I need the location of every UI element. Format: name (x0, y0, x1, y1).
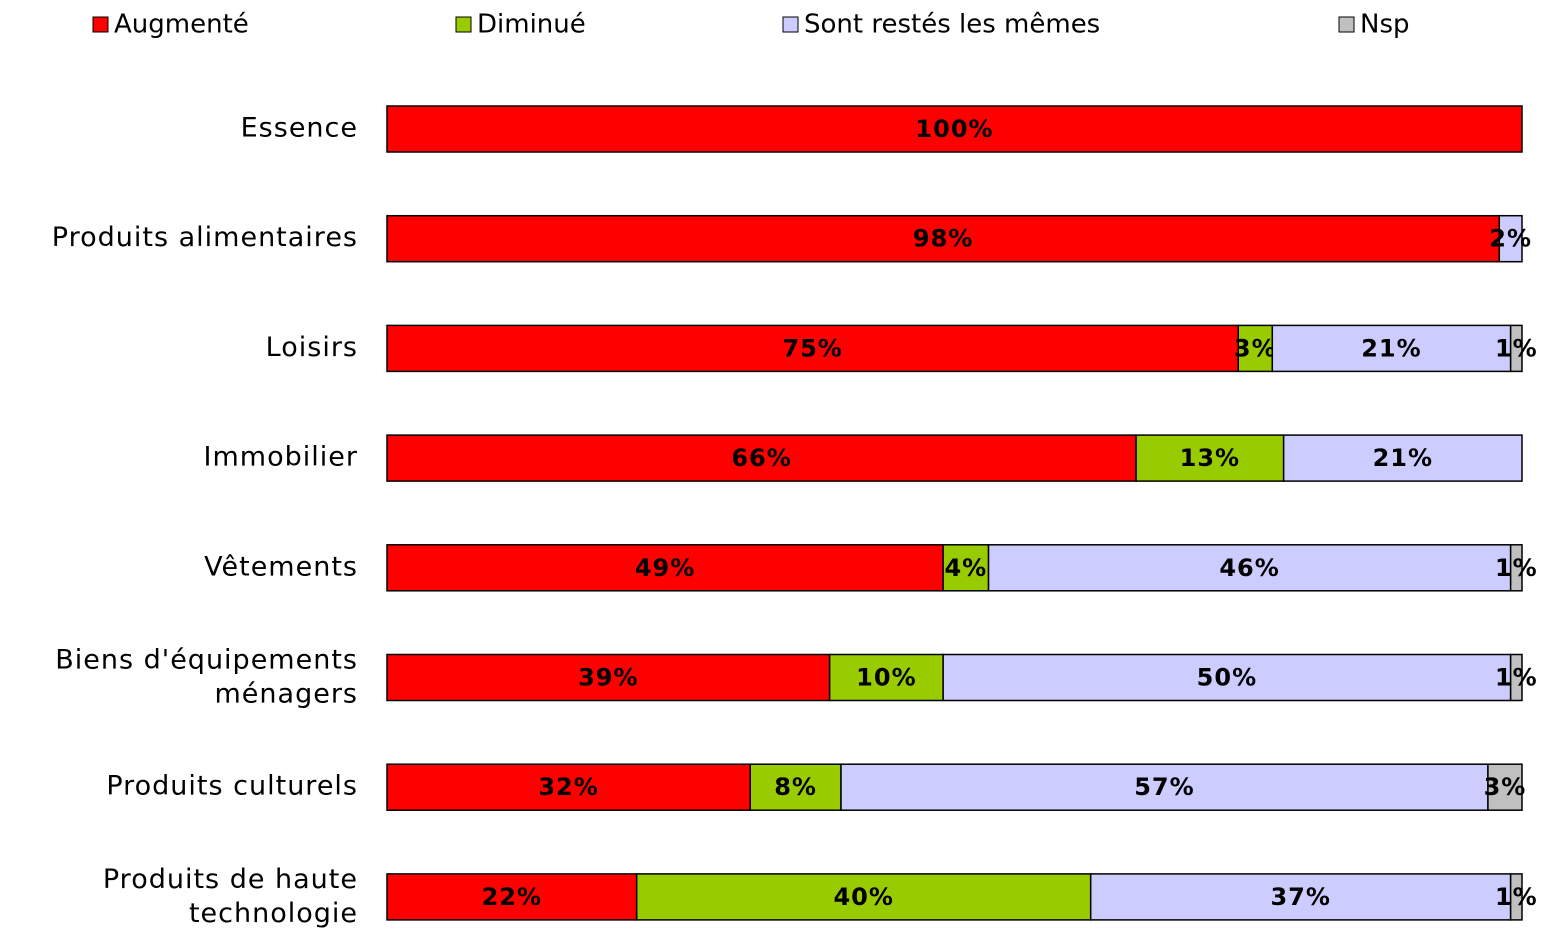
category-label: Loisirs (266, 332, 358, 363)
legend-label: Diminué (477, 10, 586, 40)
bar-segment (386, 544, 944, 592)
legend-label: Augmenté (114, 10, 249, 40)
bar-segment (1487, 763, 1523, 811)
value-label: 1% (1495, 554, 1538, 582)
bar-segment (942, 653, 1512, 702)
bar-segment (635, 873, 1092, 921)
bar-segment (942, 544, 990, 592)
value-label: 39% (578, 664, 638, 692)
value-label: 46% (1219, 554, 1279, 582)
legend-label: Sont restés les mêmes (804, 10, 1100, 40)
category-label: Produits culturels (106, 771, 358, 802)
bar-segment (386, 434, 1137, 482)
legend-swatch (455, 16, 472, 33)
bar-segment (1509, 873, 1523, 921)
bar-segment (1509, 544, 1523, 592)
legend-swatch (782, 16, 799, 33)
legend-label: Nsp (1360, 10, 1410, 40)
category-label: Biens d'équipements ménagers (55, 644, 358, 709)
bar-segment (828, 653, 944, 702)
legend-swatch (1338, 16, 1355, 33)
bar-segment (386, 105, 1523, 153)
bar-segment (1498, 214, 1523, 263)
value-label: 98% (913, 225, 973, 253)
value-label: 37% (1270, 883, 1330, 911)
value-label: 40% (833, 883, 893, 911)
value-label: 22% (482, 883, 542, 911)
category-label: Essence (241, 113, 358, 144)
value-label: 10% (856, 664, 916, 692)
category-label: Produits de haute technologie (103, 863, 358, 928)
legend-swatch (92, 16, 109, 33)
value-label: 8% (774, 773, 817, 801)
value-label: 100% (915, 115, 993, 143)
bar-segment (386, 324, 1239, 373)
value-label: 32% (538, 773, 598, 801)
value-label: 1% (1495, 883, 1538, 911)
bar-segment (1237, 324, 1274, 373)
category-label: Produits alimentaires (52, 222, 358, 253)
value-label: 3% (1484, 773, 1527, 801)
bar-segment (840, 763, 1489, 811)
bar-segment (1509, 324, 1523, 373)
bar-segment (1509, 653, 1523, 702)
value-label: 2% (1489, 225, 1532, 253)
value-label: 50% (1197, 664, 1257, 692)
value-label: 57% (1134, 773, 1194, 801)
category-label: Vêtements (204, 551, 358, 582)
value-label: 49% (635, 554, 695, 582)
bar-segment (1135, 434, 1285, 482)
bar-segment (386, 214, 1501, 263)
value-label: 1% (1495, 334, 1538, 362)
value-label: 3% (1234, 334, 1277, 362)
bar-segment (386, 763, 751, 811)
value-label: 1% (1495, 664, 1538, 692)
category-label: Immobilier (204, 442, 358, 473)
value-label: 13% (1180, 444, 1240, 472)
value-label: 75% (782, 334, 842, 362)
value-label: 4% (944, 554, 987, 582)
bar-segment (987, 544, 1512, 592)
bar-segment (1282, 434, 1523, 482)
value-label: 21% (1373, 444, 1433, 472)
bar-segment (386, 873, 638, 921)
bar-segment (1271, 324, 1512, 373)
bar-segment (749, 763, 842, 811)
value-label: 21% (1361, 334, 1421, 362)
value-label: 66% (731, 444, 791, 472)
